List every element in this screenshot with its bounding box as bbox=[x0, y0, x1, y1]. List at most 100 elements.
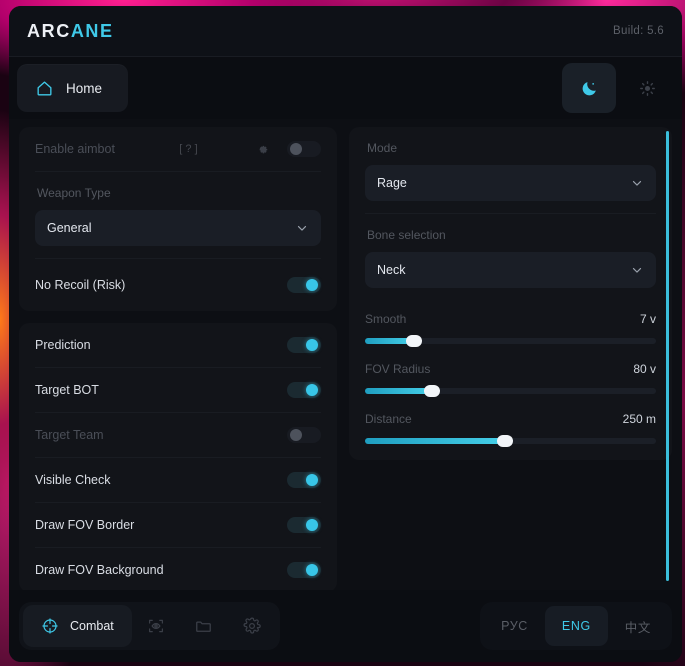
option-label: Target BOT bbox=[35, 383, 99, 397]
enable-aimbot-hint: [ ? ] bbox=[179, 143, 198, 155]
app-header: ARCANE Build: 5.6 bbox=[9, 6, 682, 57]
slider-knob[interactable] bbox=[496, 435, 513, 447]
content-area: Enable aimbot [ ? ] Weapon Type General bbox=[9, 119, 682, 590]
logo-text-primary: ARC bbox=[27, 20, 71, 41]
option-toggle[interactable] bbox=[287, 427, 321, 443]
option-toggle[interactable] bbox=[287, 517, 321, 533]
toggle-knob bbox=[290, 143, 303, 155]
crosshair-icon bbox=[41, 617, 59, 635]
bottom-tab-visuals[interactable] bbox=[132, 605, 180, 647]
language-button-1[interactable]: ENG bbox=[544, 606, 608, 646]
row-target-bot[interactable]: Target BOT bbox=[35, 368, 321, 413]
sun-icon bbox=[639, 80, 656, 97]
option-toggle[interactable] bbox=[287, 472, 321, 488]
slider-fill bbox=[365, 438, 505, 444]
app-logo: ARCANE bbox=[27, 21, 114, 42]
row-enable-aimbot[interactable]: Enable aimbot [ ? ] bbox=[35, 127, 322, 172]
bone-selection-label: Bone selection bbox=[367, 228, 446, 242]
folder-icon bbox=[194, 617, 213, 636]
slider-knob[interactable] bbox=[423, 385, 440, 397]
bone-selection-select[interactable]: Neck bbox=[365, 252, 656, 288]
slider-knob[interactable] bbox=[406, 335, 423, 347]
option-toggle[interactable] bbox=[287, 337, 321, 353]
option-label: Draw FOV Background bbox=[35, 563, 164, 577]
slider-fill bbox=[365, 338, 415, 344]
slider-value: 250 m bbox=[622, 412, 656, 426]
options-card: Prediction Target BOT Target Team Visible C… bbox=[19, 323, 337, 590]
row-prediction[interactable]: Prediction bbox=[35, 323, 321, 368]
slider-fill bbox=[365, 388, 432, 394]
option-label: Visible Check bbox=[35, 473, 111, 487]
logo-text-accent: ANE bbox=[70, 20, 114, 41]
nav-tab-home-label: Home bbox=[66, 80, 103, 96]
option-label: Draw FOV Border bbox=[35, 518, 135, 532]
nav-tab-home[interactable]: Home bbox=[17, 64, 129, 112]
slider-label: Smooth bbox=[365, 312, 407, 326]
slider-label: FOV Radius bbox=[365, 362, 431, 376]
toggle-knob bbox=[306, 339, 318, 351]
right-column: Mode Rage Bone selection Neck bbox=[349, 127, 672, 590]
top-nav-bar: Home bbox=[9, 57, 682, 119]
toggle-knob bbox=[306, 519, 318, 531]
slider-value: 80 v bbox=[633, 362, 656, 376]
bottom-tab-group: Combat bbox=[19, 602, 280, 650]
slider-track[interactable] bbox=[365, 335, 656, 347]
row-visible-check[interactable]: Visible Check bbox=[35, 458, 321, 503]
vertical-scrollbar[interactable] bbox=[666, 131, 669, 581]
slider-label: Distance bbox=[365, 412, 412, 426]
mode-field: Mode Rage bbox=[365, 127, 656, 213]
no-recoil-label: No Recoil (Risk) bbox=[35, 278, 126, 292]
slider-track[interactable] bbox=[365, 385, 656, 397]
home-icon bbox=[35, 79, 54, 98]
slider-fov-radius: FOV Radius 80 v bbox=[365, 350, 656, 400]
mode-select[interactable]: Rage bbox=[365, 165, 656, 201]
divider bbox=[35, 258, 321, 259]
divider bbox=[365, 213, 656, 214]
chevron-down-icon bbox=[630, 263, 644, 277]
bottom-bar: Combat bbox=[9, 590, 682, 662]
sliders-group: Smooth 7 v FOV Radius 80 v Distance 250 m bbox=[365, 300, 656, 450]
enable-aimbot-toggle[interactable] bbox=[287, 141, 322, 157]
no-recoil-toggle[interactable] bbox=[287, 277, 321, 293]
left-column: Enable aimbot [ ? ] Weapon Type General bbox=[19, 127, 337, 590]
app-window: ARCANE Build: 5.6 Home bbox=[9, 6, 682, 662]
slider-header: FOV Radius 80 v bbox=[365, 362, 656, 376]
toggle-knob bbox=[290, 429, 302, 441]
bone-selection-value: Neck bbox=[377, 263, 406, 277]
moon-icon bbox=[580, 79, 599, 98]
gear-icon bbox=[243, 617, 261, 635]
row-draw-fov-background[interactable]: Draw FOV Background bbox=[35, 548, 321, 590]
mode-value: Rage bbox=[377, 176, 407, 190]
gear-icon[interactable] bbox=[255, 142, 269, 156]
row-target-team[interactable]: Target Team bbox=[35, 413, 321, 458]
row-draw-fov-border[interactable]: Draw FOV Border bbox=[35, 503, 321, 548]
language-switcher: РУС ENG 中文 bbox=[480, 602, 672, 650]
option-toggle[interactable] bbox=[287, 562, 321, 578]
theme-switcher bbox=[562, 63, 674, 113]
row-no-recoil[interactable]: No Recoil (Risk) bbox=[35, 259, 321, 311]
language-button-0[interactable]: РУС bbox=[501, 619, 528, 633]
chevron-down-icon bbox=[630, 176, 644, 190]
toggle-knob bbox=[306, 474, 318, 486]
language-button-2[interactable]: 中文 bbox=[624, 620, 651, 635]
slider-track[interactable] bbox=[365, 435, 656, 447]
theme-light-button[interactable] bbox=[620, 63, 674, 113]
bottom-tab-configs[interactable] bbox=[180, 605, 228, 647]
slider-distance: Distance 250 m bbox=[365, 400, 656, 450]
slider-value: 7 v bbox=[639, 312, 656, 326]
slider-smooth: Smooth 7 v bbox=[365, 300, 656, 350]
option-label: Target Team bbox=[35, 428, 104, 442]
bottom-tab-settings[interactable] bbox=[228, 605, 276, 647]
aim-settings-card: Mode Rage Bone selection Neck bbox=[349, 127, 672, 460]
mode-label: Mode bbox=[367, 141, 398, 155]
toggle-knob bbox=[306, 564, 318, 576]
weapon-type-select[interactable]: General bbox=[35, 210, 321, 246]
aimbot-card: Enable aimbot [ ? ] Weapon Type General bbox=[19, 127, 337, 311]
chevron-down-icon bbox=[295, 221, 309, 235]
bottom-tab-combat[interactable]: Combat bbox=[23, 605, 132, 647]
weapon-type-field: Weapon Type General bbox=[35, 172, 321, 258]
visuals-scan-icon bbox=[147, 617, 165, 635]
weapon-type-label: Weapon Type bbox=[37, 186, 111, 200]
theme-dark-button[interactable] bbox=[562, 63, 616, 113]
option-toggle[interactable] bbox=[287, 382, 321, 398]
